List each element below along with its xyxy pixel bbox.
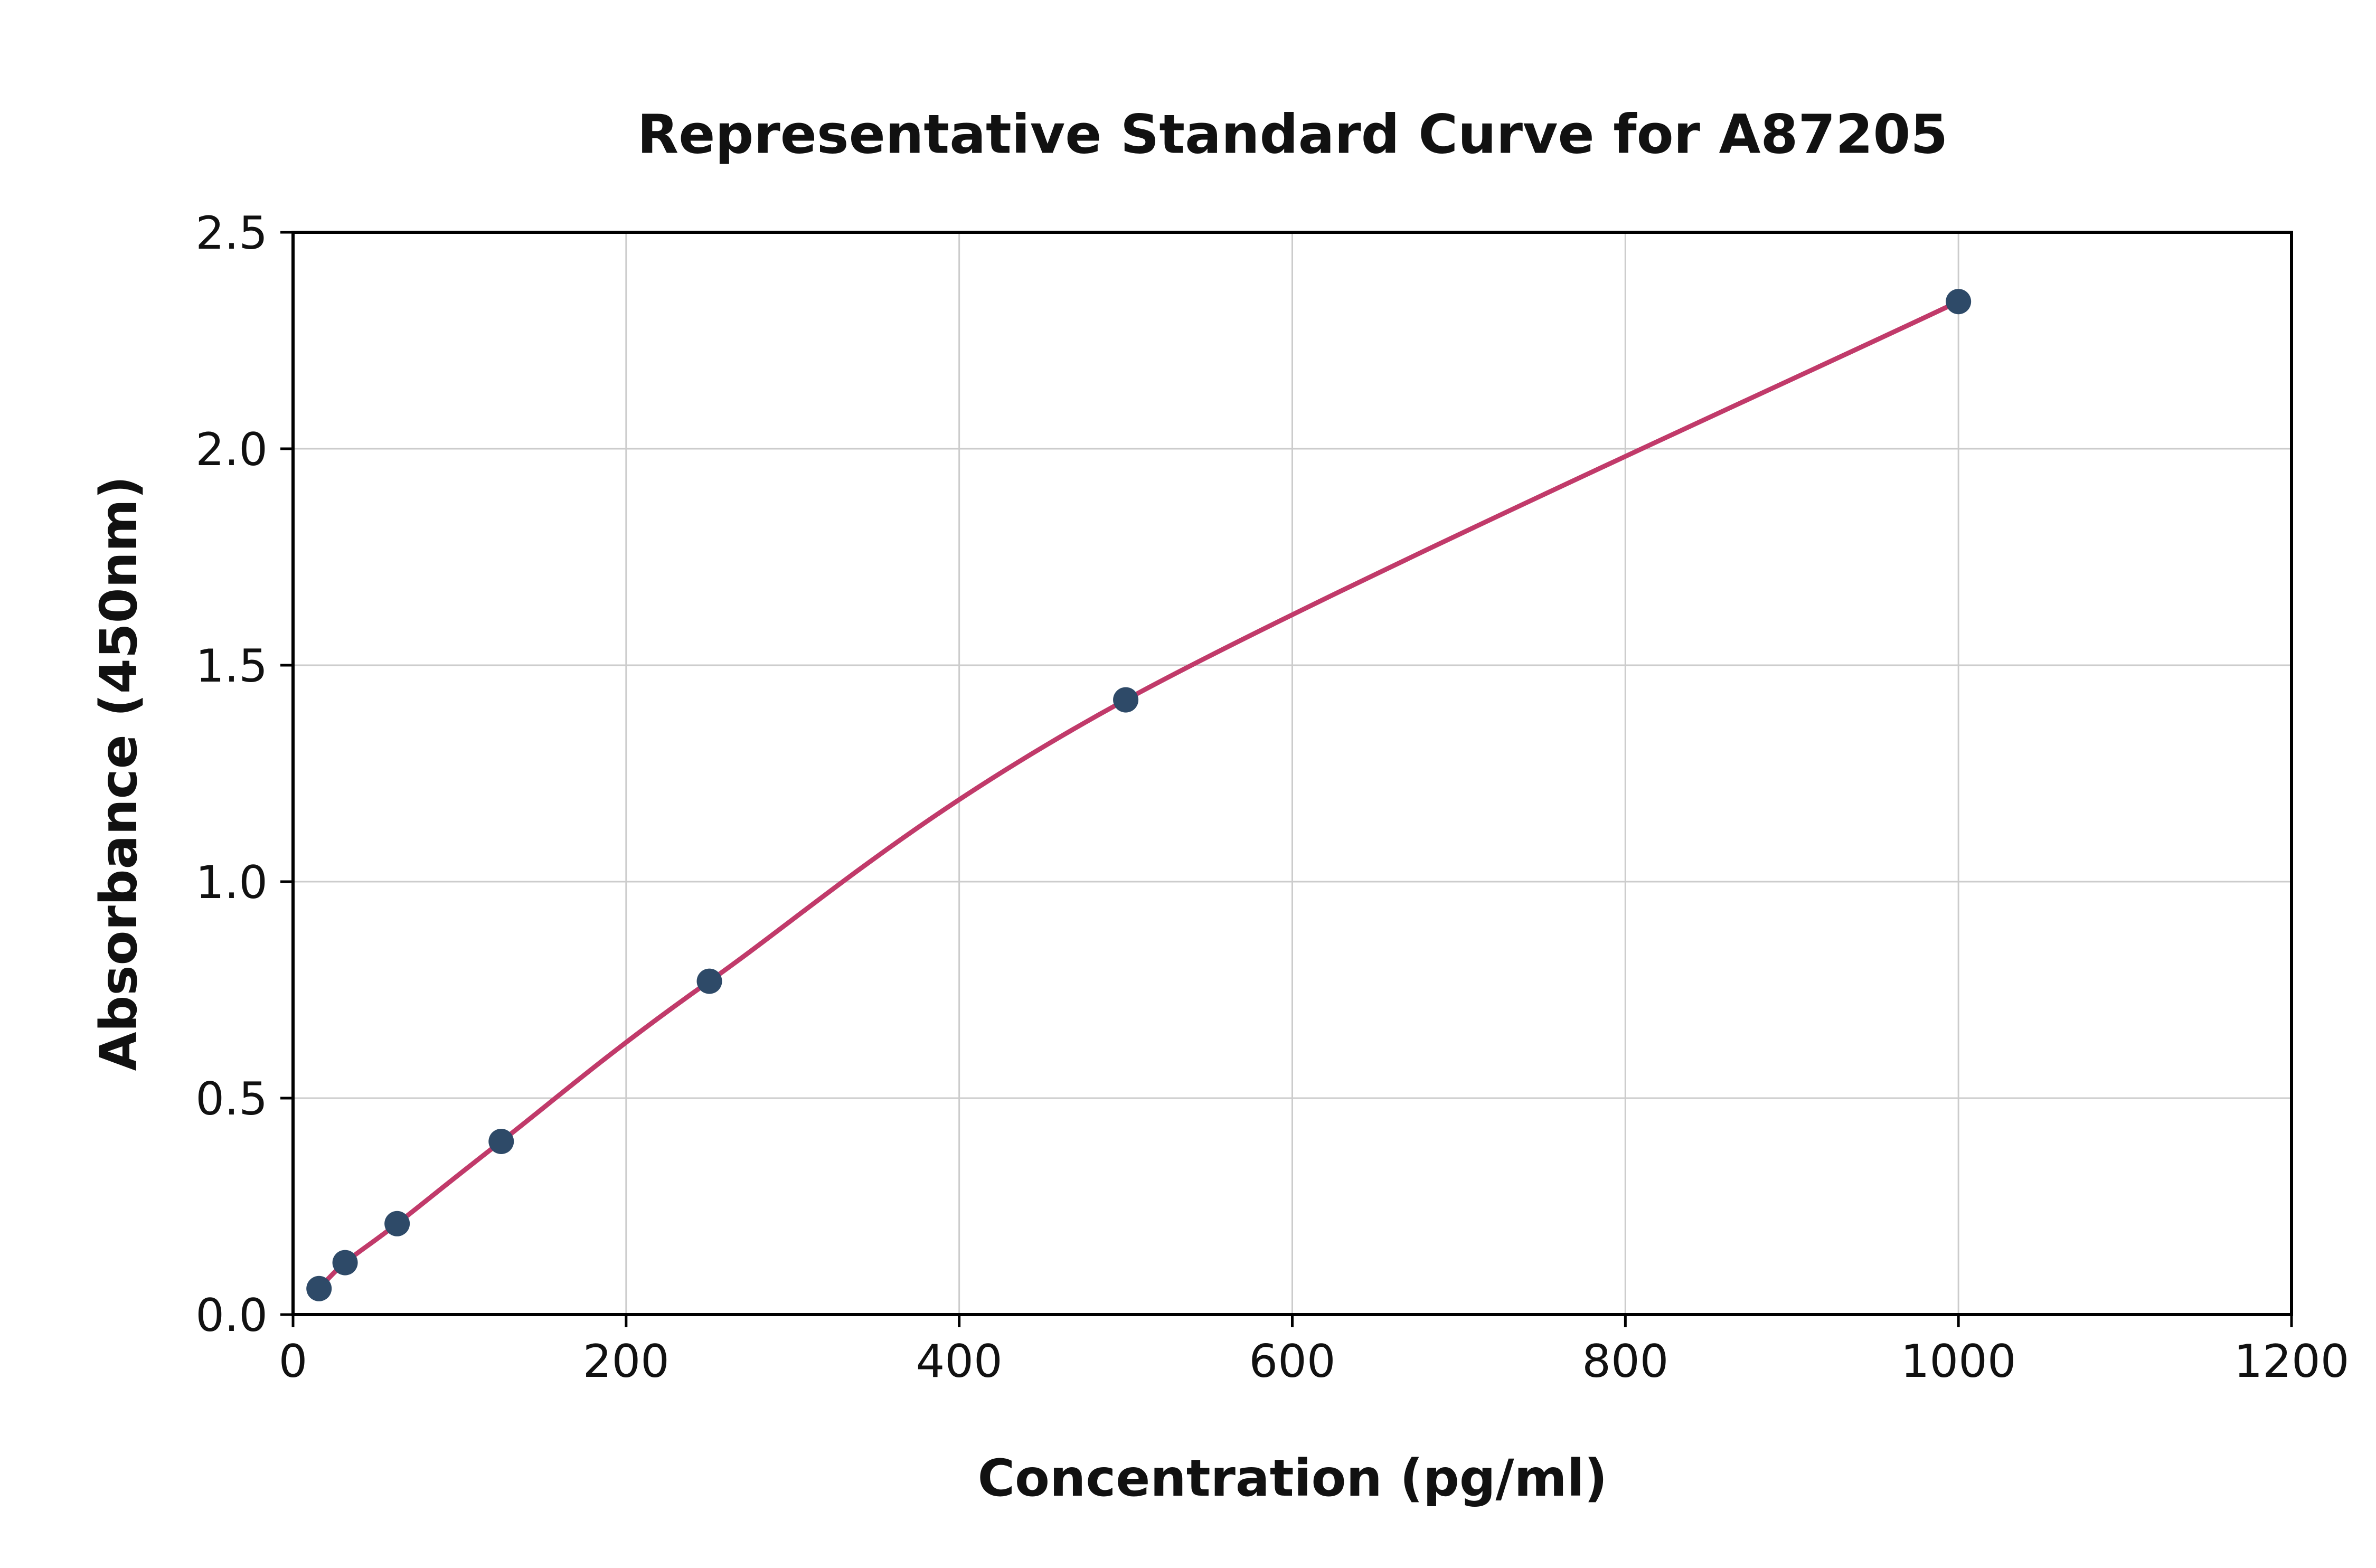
- x-tick-label: 600: [1249, 1335, 1335, 1388]
- y-tick-label: 1.5: [195, 640, 268, 693]
- y-tick-label: 2.5: [195, 207, 268, 260]
- y-tick-label: 0.0: [195, 1289, 268, 1342]
- data-point: [1113, 687, 1139, 713]
- data-point: [1946, 289, 1972, 315]
- data-point: [384, 1211, 410, 1236]
- x-tick-label: 400: [916, 1335, 1003, 1388]
- chart-title: Representative Standard Curve for A87205: [637, 103, 1948, 166]
- y-tick-label: 2.0: [195, 423, 268, 476]
- data-point: [306, 1276, 332, 1301]
- x-axis-label: Concentration (pg/ml): [977, 1449, 1608, 1508]
- x-tick-label: 1000: [1901, 1335, 2016, 1388]
- y-tick-label: 1.0: [195, 856, 268, 909]
- x-tick-label: 1200: [2234, 1335, 2350, 1388]
- data-point: [332, 1250, 358, 1276]
- x-tick-label: 800: [1582, 1335, 1668, 1388]
- y-tick-label: 0.5: [195, 1073, 268, 1126]
- data-point: [696, 968, 722, 994]
- standard-curve-line: [316, 299, 1961, 1291]
- data-point: [488, 1129, 514, 1154]
- x-tick-label: 0: [279, 1335, 308, 1388]
- x-tick-label: 200: [583, 1335, 670, 1388]
